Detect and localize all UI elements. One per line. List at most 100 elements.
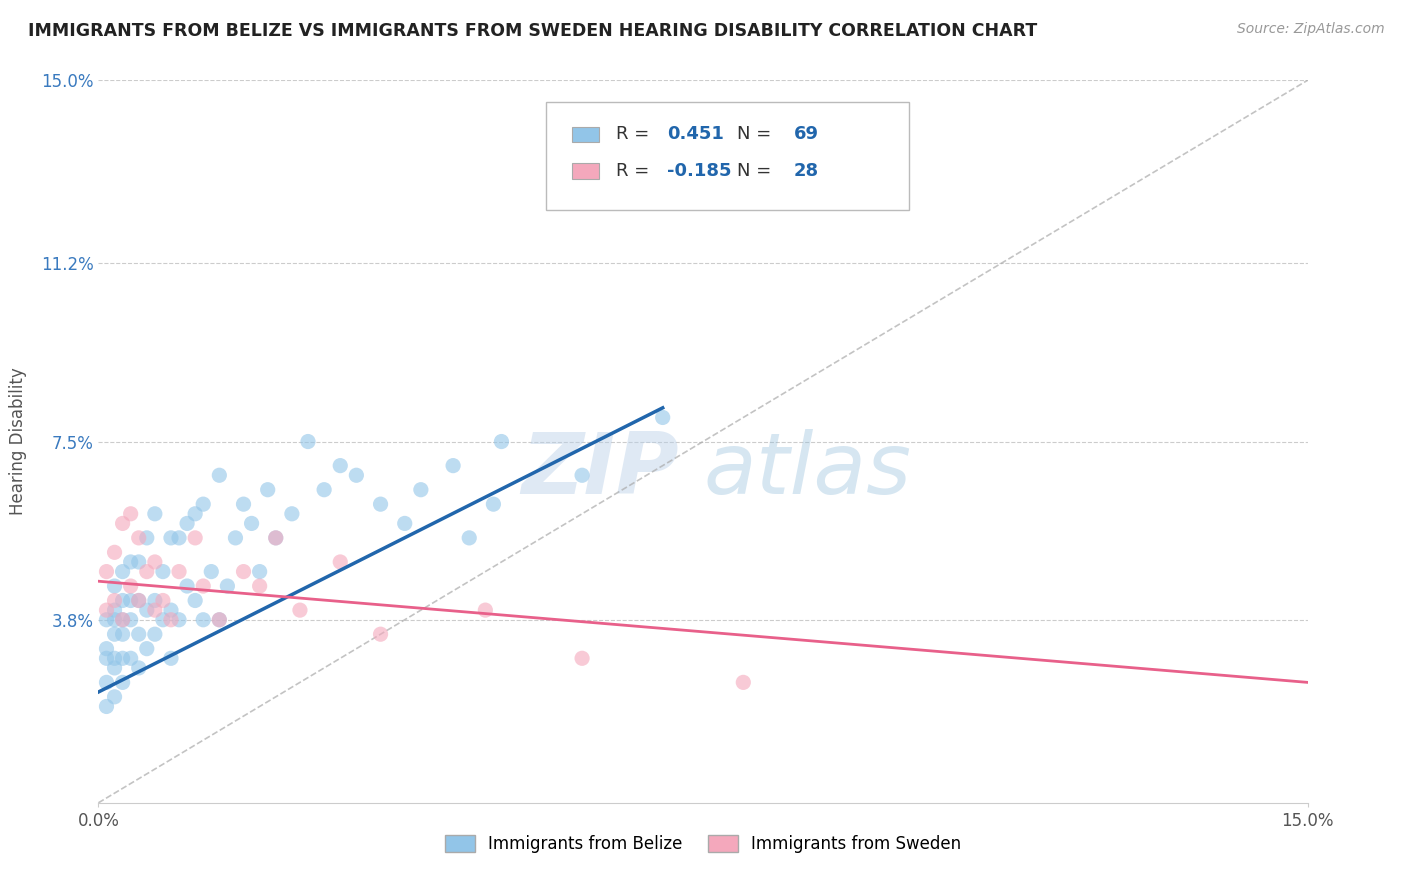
Point	[264, 531, 287, 545]
Point	[120, 507, 142, 521]
Point	[217, 579, 239, 593]
Point	[176, 579, 198, 593]
Text: Source: ZipAtlas.com: Source: ZipAtlas.com	[1237, 22, 1385, 37]
Point	[111, 627, 134, 641]
Text: IMMIGRANTS FROM BELIZE VS IMMIGRANTS FROM SWEDEN HEARING DISABILITY CORRELATION : IMMIGRANTS FROM BELIZE VS IMMIGRANTS FRO…	[28, 22, 1038, 40]
Point	[96, 699, 118, 714]
Point	[249, 565, 271, 579]
Point	[96, 603, 118, 617]
Point	[441, 458, 464, 473]
Point	[160, 603, 183, 617]
Point	[240, 516, 263, 531]
Point	[370, 497, 392, 511]
Text: ZIP: ZIP	[522, 429, 679, 512]
Point	[96, 675, 118, 690]
Point	[103, 579, 125, 593]
Point	[128, 661, 150, 675]
Point	[103, 613, 125, 627]
Point	[143, 507, 166, 521]
Point	[458, 531, 481, 545]
Text: atlas: atlas	[703, 429, 911, 512]
Point	[193, 613, 215, 627]
Point	[120, 593, 142, 607]
Point	[394, 516, 416, 531]
Point	[103, 661, 125, 675]
Text: 69: 69	[793, 126, 818, 144]
Point	[103, 651, 125, 665]
Point	[232, 497, 254, 511]
Point	[128, 593, 150, 607]
Point	[167, 565, 190, 579]
Point	[103, 593, 125, 607]
Point	[193, 579, 215, 593]
Text: R =: R =	[616, 161, 655, 179]
Point	[135, 565, 157, 579]
Point	[128, 627, 150, 641]
Point	[103, 690, 125, 704]
Point	[96, 651, 118, 665]
Point	[111, 565, 134, 579]
Point	[103, 627, 125, 641]
Point	[111, 593, 134, 607]
Point	[184, 507, 207, 521]
Point	[474, 603, 496, 617]
Point	[152, 593, 174, 607]
Point	[491, 434, 513, 449]
Text: 0.451: 0.451	[666, 126, 724, 144]
Point	[208, 468, 231, 483]
Point	[370, 627, 392, 641]
Point	[128, 593, 150, 607]
Point	[135, 603, 157, 617]
Point	[128, 531, 150, 545]
Point	[96, 613, 118, 627]
Point	[111, 516, 134, 531]
Point	[128, 555, 150, 569]
Point	[571, 468, 593, 483]
Point	[111, 613, 134, 627]
Point	[314, 483, 336, 497]
Point	[143, 627, 166, 641]
Point	[160, 531, 183, 545]
Point	[208, 613, 231, 627]
Point	[167, 531, 190, 545]
Text: N =: N =	[737, 126, 778, 144]
Text: -0.185: -0.185	[666, 161, 731, 179]
Legend: Immigrants from Belize, Immigrants from Sweden: Immigrants from Belize, Immigrants from …	[439, 828, 967, 860]
Point	[176, 516, 198, 531]
Point	[281, 507, 304, 521]
Point	[96, 565, 118, 579]
Point	[103, 545, 125, 559]
Point	[288, 603, 311, 617]
Point	[184, 593, 207, 607]
Point	[224, 531, 246, 545]
Point	[409, 483, 432, 497]
Text: R =: R =	[616, 126, 655, 144]
Point	[143, 555, 166, 569]
Point	[120, 613, 142, 627]
Point	[184, 531, 207, 545]
Point	[103, 603, 125, 617]
Point	[329, 458, 352, 473]
Point	[297, 434, 319, 449]
Point	[264, 531, 287, 545]
Point	[120, 579, 142, 593]
Point	[111, 651, 134, 665]
Text: 28: 28	[793, 161, 818, 179]
Point	[135, 641, 157, 656]
Point	[96, 641, 118, 656]
Point	[733, 675, 755, 690]
Point	[111, 675, 134, 690]
Point	[571, 651, 593, 665]
Point	[256, 483, 278, 497]
Point	[232, 565, 254, 579]
Point	[344, 468, 367, 483]
Point	[249, 579, 271, 593]
FancyBboxPatch shape	[546, 102, 908, 211]
Point	[111, 613, 134, 627]
Point	[120, 651, 142, 665]
Point	[143, 603, 166, 617]
Y-axis label: Hearing Disability: Hearing Disability	[8, 368, 27, 516]
Bar	[572, 162, 599, 178]
Point	[482, 497, 505, 511]
Point	[152, 565, 174, 579]
